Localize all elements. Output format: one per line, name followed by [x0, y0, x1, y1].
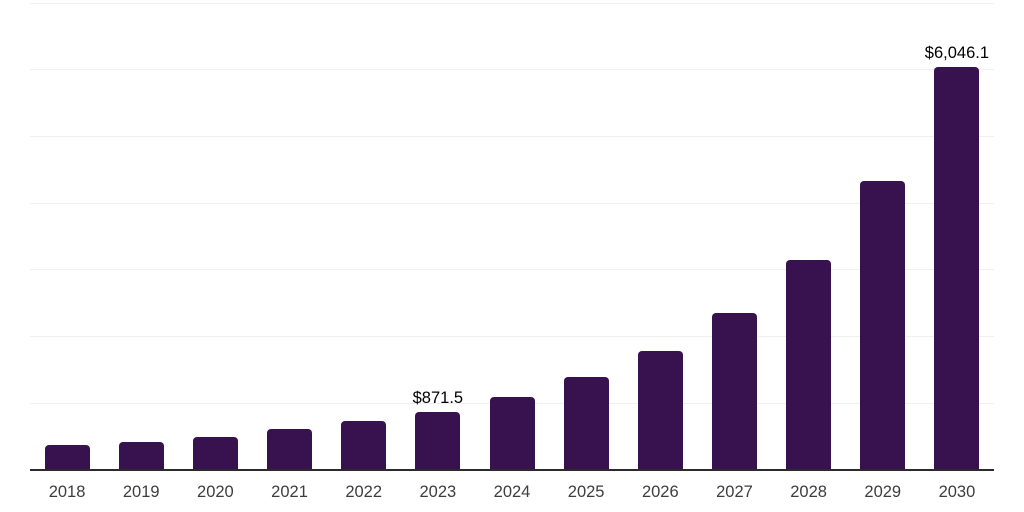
- x-tick-label-2030: 2030: [938, 483, 976, 501]
- bar-2018: [44, 444, 90, 470]
- x-tick-label-2022: 2022: [345, 483, 383, 501]
- x-tick-label-2028: 2028: [790, 483, 827, 501]
- bar-2021: [267, 429, 313, 470]
- bar-2019: [118, 442, 164, 470]
- gridline-6000: [30, 69, 994, 71]
- bar-value-label-2030: $6,046.1: [924, 43, 990, 62]
- gridline-5000: [30, 135, 994, 137]
- bar-2027: [711, 313, 757, 470]
- bar-2025: [563, 377, 609, 470]
- x-axis-line: [30, 469, 994, 471]
- x-tick-label-2023: 2023: [419, 483, 457, 501]
- x-tick-label-2026: 2026: [641, 483, 679, 501]
- x-tick-label-2020: 2020: [197, 483, 234, 501]
- x-tick-label-2021: 2021: [271, 483, 308, 501]
- bar-2029: [860, 181, 906, 470]
- bar-2023: [415, 411, 461, 470]
- gridline-4000: [30, 202, 994, 204]
- bar-2024: [489, 397, 535, 470]
- bar-2030: [934, 66, 980, 470]
- x-tick-label-2025: 2025: [567, 483, 605, 501]
- x-tick-label-2019: 2019: [122, 483, 160, 501]
- bar-2026: [637, 350, 683, 470]
- bar-2028: [786, 260, 832, 470]
- bar-2020: [192, 436, 238, 470]
- gridline-3000: [30, 269, 994, 271]
- gridline-2000: [30, 336, 994, 338]
- gridline-7000: [30, 2, 994, 4]
- x-tick-label-2029: 2029: [864, 483, 902, 501]
- x-tick-label-2018: 2018: [48, 483, 86, 501]
- bar-value-label-2023: $871.5: [412, 388, 464, 407]
- x-tick-label-2027: 2027: [716, 483, 753, 501]
- x-tick-label-2024: 2024: [493, 483, 531, 501]
- bar-2022: [341, 421, 387, 470]
